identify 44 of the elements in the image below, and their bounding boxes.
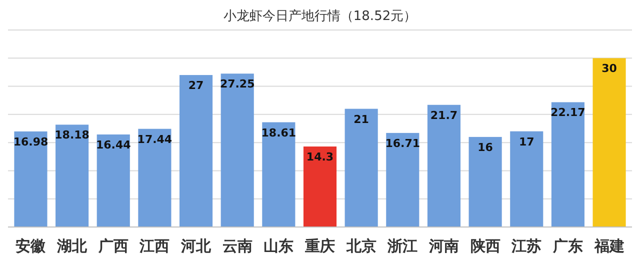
data-label: 27.25 <box>220 78 255 91</box>
x-tick-label: 陕西 <box>470 237 500 255</box>
x-tick-label: 江西 <box>138 237 170 255</box>
data-label: 21 <box>354 112 369 126</box>
data-label: 17 <box>518 135 534 148</box>
bar <box>262 122 296 227</box>
x-tick-label: 湖北 <box>56 237 88 255</box>
bar <box>427 104 461 227</box>
bar <box>56 124 89 227</box>
x-tick-label: 山东 <box>264 237 294 255</box>
data-label: 14.3 <box>306 150 334 164</box>
bar <box>220 74 254 227</box>
bar <box>138 128 172 227</box>
data-label: 16 <box>478 140 494 154</box>
bar <box>510 131 544 227</box>
x-tick-label: 重庆 <box>304 237 335 255</box>
bar <box>592 58 626 227</box>
x-tick-label: 福建 <box>593 237 624 255</box>
x-tick-label: 河北 <box>180 237 212 255</box>
x-tick-label: 安徽 <box>16 237 47 255</box>
data-label: 27 <box>188 79 204 92</box>
data-label: 16.71 <box>385 136 420 150</box>
x-tick-label: 江苏 <box>510 237 542 255</box>
data-label: 21.7 <box>430 108 458 122</box>
chart-title: 小龙虾今日产地行情（18.52元） <box>223 9 417 24</box>
bar <box>14 131 48 227</box>
bar <box>344 108 378 227</box>
x-tick-label: 广西 <box>97 237 128 255</box>
bar <box>386 132 420 227</box>
data-label: 30 <box>602 62 618 76</box>
bar <box>551 102 584 227</box>
x-tick-label: 北京 <box>345 237 376 255</box>
x-tick-label: 河南 <box>428 237 459 255</box>
x-tick-label: 云南 <box>222 237 252 255</box>
data-label: 17.44 <box>137 132 172 146</box>
bar <box>303 146 337 227</box>
bar <box>96 134 130 227</box>
data-label: 18.61 <box>261 126 296 140</box>
x-tick-label: 浙江 <box>386 237 418 255</box>
bar <box>468 136 502 227</box>
data-label: 16.98 <box>13 135 48 148</box>
bar <box>179 75 213 227</box>
data-label: 22.17 <box>550 106 586 120</box>
x-tick-label: 广东 <box>552 237 583 255</box>
